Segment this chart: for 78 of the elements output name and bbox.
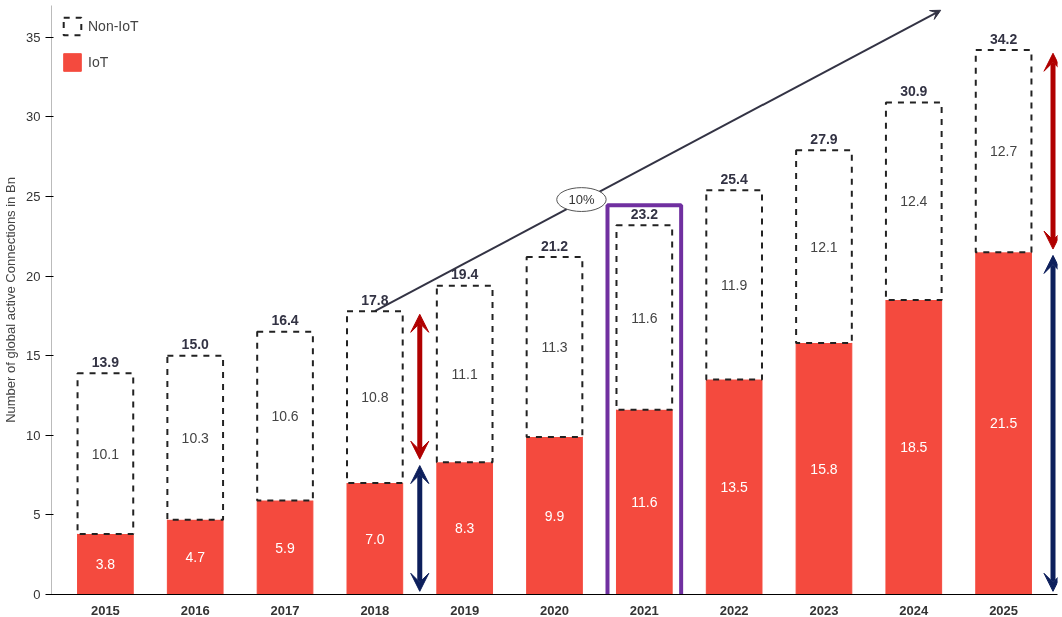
bar: [77, 533, 134, 595]
data-label: 7.0: [365, 530, 385, 547]
annotation: 10%: [568, 192, 595, 208]
bar: [526, 436, 583, 595]
bar: [256, 330, 314, 502]
x-tick-label: 2024: [899, 602, 930, 617]
data-label: 5.9: [275, 539, 295, 556]
data-label: 10.8: [361, 389, 389, 406]
data-label: 21.5: [989, 415, 1018, 432]
data-label: 11.3: [541, 338, 568, 355]
data-label: 9.9: [544, 507, 565, 524]
y-tick-label: 20: [26, 268, 41, 284]
x-tick-label: 2022: [719, 602, 749, 617]
x-tick-label: 2023: [809, 602, 839, 617]
y-tick-label: 35: [26, 29, 41, 45]
x-tick-label: 2020: [540, 602, 569, 617]
x-tick-label: 2019: [450, 602, 480, 617]
x-tick-label: 2018: [360, 602, 390, 617]
total-label: 25.4: [720, 170, 748, 187]
bar: [166, 519, 224, 595]
legend-label: Non-IoT: [88, 18, 139, 34]
total-label: 15.0: [181, 336, 210, 353]
x-tick-label: 2021: [629, 602, 659, 617]
x-tick-label: 2016: [180, 602, 210, 617]
data-label: 8.3: [454, 520, 475, 537]
data-label: 11.9: [721, 276, 748, 293]
x-tick-label: 2025: [989, 602, 1019, 617]
data-label: 10.6: [271, 408, 299, 425]
bar: [795, 149, 853, 344]
data-label: 13.5: [720, 479, 748, 496]
data-label: 4.7: [185, 549, 206, 566]
total-label: 27.9: [810, 130, 838, 147]
data-label: 15.8: [810, 460, 838, 477]
data-label: 12.4: [900, 193, 928, 210]
y-tick-label: 0: [33, 587, 41, 602]
data-label: 11.1: [451, 366, 478, 383]
bar: [795, 342, 853, 595]
y-tick-label: 30: [26, 109, 41, 125]
total-label: 16.4: [271, 312, 299, 329]
bar: [436, 461, 494, 595]
data-label: 12.7: [989, 143, 1018, 160]
total-label: 19.4: [451, 266, 479, 283]
y-axis-title: Number of global active Connections in Bn: [3, 177, 19, 423]
y-tick-label: 10: [26, 427, 41, 443]
total-label: 21.2: [540, 237, 569, 254]
bar: [346, 310, 404, 485]
total-label: 17.8: [361, 291, 389, 308]
bar: [76, 372, 135, 536]
bar: [525, 256, 584, 438]
bar: [705, 379, 763, 595]
data-label: 11.6: [631, 494, 658, 511]
bar: [975, 251, 1032, 595]
data-label: 10.3: [181, 429, 210, 446]
bar: [974, 49, 1033, 254]
total-label: 23.2: [630, 205, 659, 222]
bar: [615, 224, 674, 411]
data-label: 11.6: [631, 309, 658, 326]
x-tick-label: 2017: [270, 602, 300, 617]
total-label: 34.2: [989, 30, 1018, 47]
bar: [705, 189, 763, 381]
legend-label: IoT: [88, 54, 109, 70]
bar: [884, 101, 943, 301]
y-tick-label: 25: [26, 189, 41, 205]
total-label: 13.9: [91, 353, 120, 370]
bar: [435, 284, 494, 464]
data-label: 10.1: [91, 445, 120, 462]
total-label: 30.9: [900, 83, 928, 100]
data-label: 12.1: [810, 238, 838, 255]
data-label: 18.5: [900, 439, 928, 456]
bar: [615, 409, 673, 595]
y-tick-label: 5: [33, 507, 41, 523]
data-label: 3.8: [95, 556, 116, 573]
bar: [166, 354, 225, 521]
bar: [256, 500, 314, 595]
y-tick-label: 15: [26, 348, 41, 364]
x-tick-label: 2015: [90, 602, 120, 617]
bar: [346, 482, 404, 595]
bar: [885, 299, 943, 595]
